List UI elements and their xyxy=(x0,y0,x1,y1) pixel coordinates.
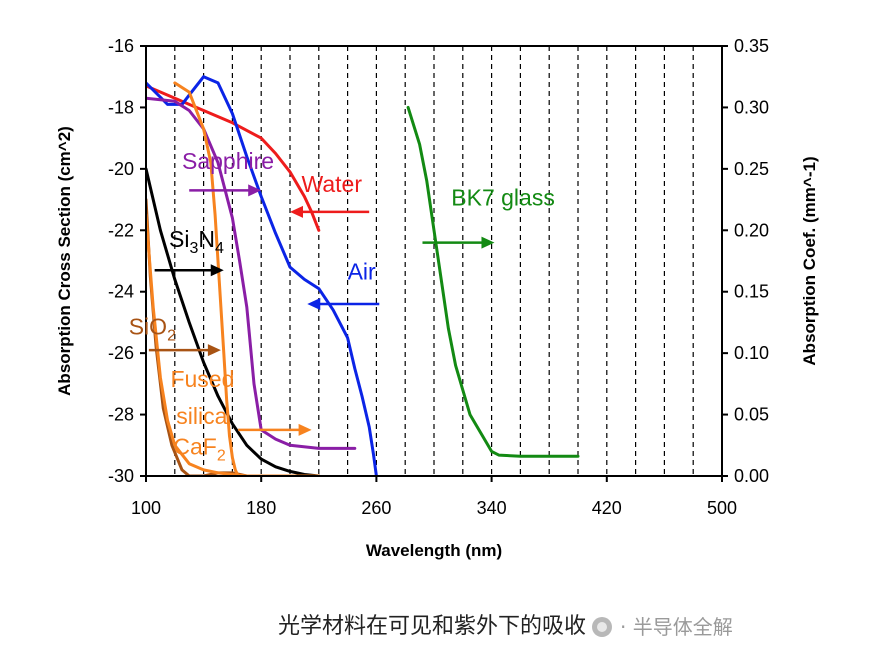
y-right-tick-label: 0.10 xyxy=(734,343,769,363)
annotation-label-caf: CaF2 xyxy=(173,434,225,465)
series-line-fused-silica-caf2-edge xyxy=(173,81,240,476)
annotation-label-sin: Si3N4 xyxy=(169,226,224,257)
y-right-tick-label: 0.05 xyxy=(734,405,769,425)
series-line-air xyxy=(146,75,378,476)
y-right-axis-title: Absorption Coef. (mm^-1) xyxy=(800,156,819,365)
y-left-axis-title: Absorption Cross Section (cm^2) xyxy=(55,126,74,396)
series-line-si3n4 xyxy=(146,167,321,476)
annotation-label-sio: SiO2 xyxy=(129,314,176,345)
annotation-arrow-bk7-glass xyxy=(422,236,495,249)
y-right-tick-label: 0.15 xyxy=(734,282,769,302)
y-left-tick-label: -28 xyxy=(108,405,134,425)
y-left-tick-label: -20 xyxy=(108,159,134,179)
series-line-bk7-glass xyxy=(406,105,580,458)
annotation-arrow-caf xyxy=(238,423,312,436)
annotation-arrow-sin xyxy=(154,264,224,277)
annotation-arrow-sio xyxy=(148,344,221,357)
x-tick-label: 100 xyxy=(131,498,161,518)
watermark: · 半导体全解 xyxy=(592,611,733,640)
annotation-label-bk7-glass: BK7 glass xyxy=(451,185,555,211)
annotation-arrow-sapphire xyxy=(189,184,262,197)
y-right-tick-label: 0.20 xyxy=(734,220,769,240)
plot-frame xyxy=(145,45,723,477)
series-line-sapphire xyxy=(146,96,357,450)
y-right-tick-label: 0.30 xyxy=(734,97,769,117)
y-right-tick-label: 0.00 xyxy=(734,466,769,486)
x-tick-label: 260 xyxy=(361,498,391,518)
annotation-label-air: Air xyxy=(348,258,376,284)
y-left-tick-label: -30 xyxy=(108,466,134,486)
annotation-label-silica: silica xyxy=(176,403,227,429)
figure-caption: 光学材料在可见和紫外下的吸收 xyxy=(278,614,587,639)
annotation-arrow-air xyxy=(307,298,380,310)
watermark-logo-icon xyxy=(592,617,612,637)
y-left-tick-label: -18 xyxy=(108,97,134,117)
annotation-label-fused: Fused xyxy=(170,366,234,392)
x-tick-label: 500 xyxy=(707,498,737,518)
x-tick-label: 420 xyxy=(592,498,622,518)
x-axis-title: Wavelength (nm) xyxy=(366,541,502,560)
annotation-arrow-water xyxy=(290,205,370,218)
y-left-tick-label: -24 xyxy=(108,282,134,302)
x-tick-label: 340 xyxy=(477,498,507,518)
series-line-water xyxy=(146,84,321,232)
y-left-tick-label: -16 xyxy=(108,36,134,56)
y-right-tick-label: 0.25 xyxy=(734,159,769,179)
watermark-text: · 半导体全解 xyxy=(620,615,733,639)
y-right-tick-label: 0.35 xyxy=(734,36,769,56)
series-line-fused-silica-caf2 xyxy=(146,213,321,476)
annotation-label-water: Water xyxy=(302,171,363,197)
annotation-label-sapphire: Sapphire xyxy=(182,148,274,174)
y-left-tick-label: -26 xyxy=(108,343,134,363)
y-left-tick-label: -22 xyxy=(108,220,134,240)
absorption-chart: 100 180 260 340 420 500 -30 -28 -26 -24 -22 -20 -18 -… xyxy=(55,36,819,560)
x-tick-label: 180 xyxy=(246,498,276,518)
